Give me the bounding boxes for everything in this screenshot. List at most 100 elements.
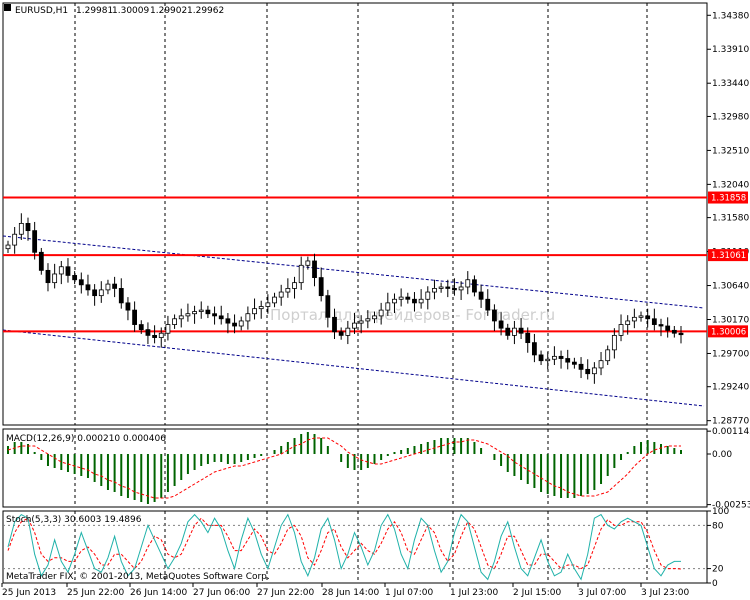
price-pane-frame bbox=[2, 2, 708, 426]
candle-body bbox=[651, 318, 657, 325]
candle-body bbox=[198, 309, 204, 312]
channel-upper-line[interactable] bbox=[2, 235, 705, 309]
candle-body bbox=[465, 279, 471, 288]
candle-body bbox=[225, 318, 231, 324]
candle-body bbox=[145, 329, 151, 336]
candle-body bbox=[558, 355, 564, 359]
candle-body bbox=[185, 313, 191, 317]
price-vertical-grid bbox=[74, 3, 648, 425]
candle-body bbox=[425, 291, 431, 300]
candle-body bbox=[85, 284, 91, 291]
candle-body bbox=[312, 260, 317, 278]
candle-body bbox=[525, 332, 531, 344]
candle-body bbox=[12, 233, 18, 246]
candle-body bbox=[578, 363, 584, 370]
horizontal-levels[interactable] bbox=[3, 196, 707, 333]
candle-body bbox=[385, 302, 391, 311]
candle-body bbox=[458, 286, 464, 291]
time-tick-label: 28 Jun 14:00 bbox=[322, 588, 379, 598]
candle-body bbox=[605, 349, 611, 362]
stochastic-tick-label: 100 bbox=[712, 507, 729, 517]
trend-channel[interactable] bbox=[2, 235, 705, 407]
symbol-header: EURUSD,H1 1.29981 1.30009 1.29902 1.2996… bbox=[4, 4, 224, 16]
candle-body bbox=[432, 288, 437, 293]
candle-body bbox=[378, 309, 384, 317]
candle-body bbox=[505, 327, 511, 336]
candle-body bbox=[338, 331, 344, 336]
stochastic-main-line bbox=[7, 513, 681, 581]
candle-body bbox=[238, 320, 244, 327]
candle-body bbox=[212, 313, 217, 317]
stochastic-title: Stoch(5,3,3) 30.6003 19.4896 bbox=[6, 515, 142, 525]
high-value: 1.30009 bbox=[112, 6, 149, 16]
candle-body bbox=[545, 358, 551, 362]
watermark: Портал для трейдеров - ForTrader.ru bbox=[270, 306, 555, 324]
stochastic-axis: 100 80 20 0 bbox=[707, 507, 729, 589]
level-price-tag bbox=[708, 191, 748, 204]
candle-body bbox=[292, 282, 297, 289]
candle-body bbox=[65, 266, 71, 276]
price-tick-label: 1.28770 bbox=[712, 417, 749, 427]
candle-body bbox=[318, 277, 324, 297]
candle-body bbox=[565, 358, 571, 363]
candle-body bbox=[485, 298, 491, 311]
macd-tick-label: 0.001142 bbox=[712, 427, 750, 437]
candle-body bbox=[445, 286, 451, 289]
candle-body bbox=[478, 291, 484, 300]
macd-title: MACD(12,26,9) 0.000210 0.000406 bbox=[6, 434, 166, 444]
macd-axis: 0.001142 0.00 -0.002531 bbox=[707, 427, 750, 511]
price-tick-label: 1.30170 bbox=[712, 316, 749, 326]
stochastic-pane[interactable]: Stoch(5,3,3) 30.6003 19.4896 MetaTrader … bbox=[2, 510, 708, 584]
candle-body bbox=[645, 315, 651, 320]
candle-body bbox=[618, 324, 624, 336]
price-chart-pane[interactable]: Портал для трейдеров - ForTrader.ru EURU… bbox=[2, 2, 708, 426]
time-axis: 25 Jun 2013 25 Jun 22:00 26 Jun 14:00 27 Ju… bbox=[1, 583, 690, 598]
collapse-icon[interactable] bbox=[4, 4, 11, 11]
channel-lower-line[interactable] bbox=[2, 329, 705, 407]
time-tick-label: 27 Jun 06:00 bbox=[193, 588, 250, 598]
candle-body bbox=[365, 318, 371, 322]
candle-body bbox=[178, 315, 184, 320]
close-value: 1.29962 bbox=[187, 6, 224, 16]
price-axis: 1.34380 1.33910 1.33440 1.32980 1.32510 1.320… bbox=[707, 11, 749, 427]
candle-body bbox=[638, 315, 644, 318]
candle-body bbox=[538, 354, 544, 362]
candle-body bbox=[272, 296, 277, 304]
level-price-tag bbox=[708, 249, 748, 262]
time-tick-label: 25 Jun 22:00 bbox=[67, 588, 124, 598]
candle-body bbox=[305, 260, 311, 266]
level-price-label: 1.30006 bbox=[711, 327, 746, 337]
candle-body bbox=[598, 360, 604, 369]
macd-tick-label: 0.00 bbox=[712, 450, 732, 460]
candle-body bbox=[218, 315, 224, 320]
price-tick-label: 1.29700 bbox=[712, 349, 749, 359]
candle-body bbox=[571, 361, 577, 365]
stochastic-levels bbox=[3, 524, 707, 570]
level-price-label: 1.31858 bbox=[711, 194, 746, 204]
candle-body bbox=[625, 320, 631, 325]
candle-body bbox=[551, 355, 557, 360]
price-tick-label: 1.32510 bbox=[712, 146, 749, 156]
candle-body bbox=[5, 244, 11, 250]
candle-body bbox=[452, 288, 457, 291]
candle-body bbox=[418, 298, 424, 304]
stochastic-pane-frame bbox=[2, 510, 708, 584]
macd-pane[interactable]: MACD(12,26,9) 0.000210 0.000406 bbox=[2, 428, 708, 508]
candle-body bbox=[345, 327, 351, 336]
candle-body bbox=[125, 302, 131, 311]
open-value: 1.29981 bbox=[76, 6, 113, 16]
candle-body bbox=[658, 324, 664, 327]
candle-body bbox=[152, 334, 157, 338]
candle-body bbox=[392, 298, 397, 304]
price-tick-label: 1.32040 bbox=[712, 180, 749, 190]
candle-body bbox=[518, 327, 524, 334]
candle-body bbox=[58, 266, 64, 275]
candle-body bbox=[325, 295, 331, 318]
price-tick-label: 1.31580 bbox=[712, 214, 749, 224]
candle-body bbox=[631, 316, 637, 322]
candle-body bbox=[492, 309, 497, 322]
candle-body bbox=[98, 289, 104, 297]
price-tick-label: 1.30640 bbox=[712, 282, 749, 292]
candle-body bbox=[332, 316, 337, 333]
